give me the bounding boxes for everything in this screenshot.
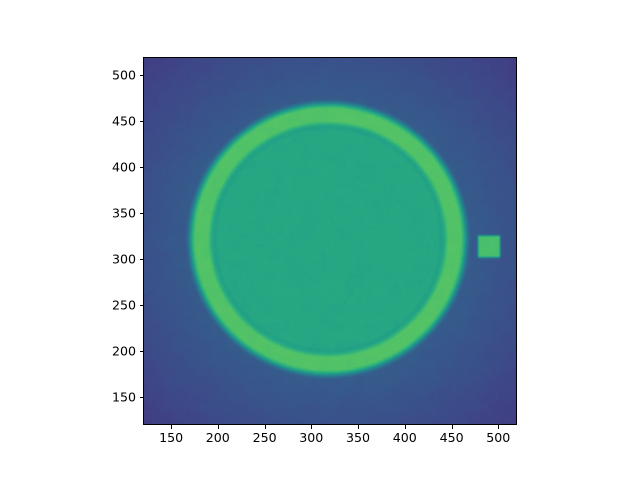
x-tick-label: 350 bbox=[345, 430, 371, 445]
y-tick-mark bbox=[139, 305, 143, 307]
x-tick-mark bbox=[451, 425, 453, 429]
x-tick-mark bbox=[264, 425, 266, 429]
y-tick-label: 150 bbox=[111, 389, 136, 405]
y-tick-mark bbox=[139, 259, 143, 261]
heatmap-canvas bbox=[144, 58, 516, 424]
y-tick-mark bbox=[139, 75, 143, 77]
x-tick-mark bbox=[404, 425, 406, 429]
x-tick-mark bbox=[171, 425, 173, 429]
y-tick-label: 300 bbox=[111, 251, 136, 267]
x-tick-label: 400 bbox=[392, 430, 417, 445]
y-tick-label: 400 bbox=[111, 159, 136, 175]
x-tick-label: 300 bbox=[299, 430, 324, 445]
y-tick-label: 500 bbox=[111, 67, 136, 83]
x-tick-label: 500 bbox=[486, 430, 511, 445]
y-tick-mark bbox=[139, 351, 143, 353]
x-tick-mark bbox=[217, 425, 219, 429]
x-tick-label: 200 bbox=[205, 430, 230, 445]
heatmap-image bbox=[144, 58, 516, 424]
plot-axes[interactable] bbox=[143, 57, 517, 425]
x-tick-label: 450 bbox=[439, 430, 464, 445]
x-tick-mark bbox=[311, 425, 313, 429]
x-tick-label: 150 bbox=[159, 430, 184, 445]
y-tick-mark bbox=[139, 167, 143, 169]
y-tick-mark bbox=[139, 121, 143, 123]
y-tick-mark bbox=[139, 213, 143, 215]
y-tick-label: 200 bbox=[111, 343, 136, 359]
x-tick-mark bbox=[498, 425, 500, 429]
y-tick-label: 250 bbox=[111, 297, 136, 313]
y-tick-label: 450 bbox=[111, 113, 136, 129]
x-tick-mark bbox=[358, 425, 359, 429]
x-tick-label: 250 bbox=[252, 430, 277, 445]
y-tick-mark bbox=[139, 397, 143, 399]
y-tick-label: 350 bbox=[111, 205, 136, 221]
